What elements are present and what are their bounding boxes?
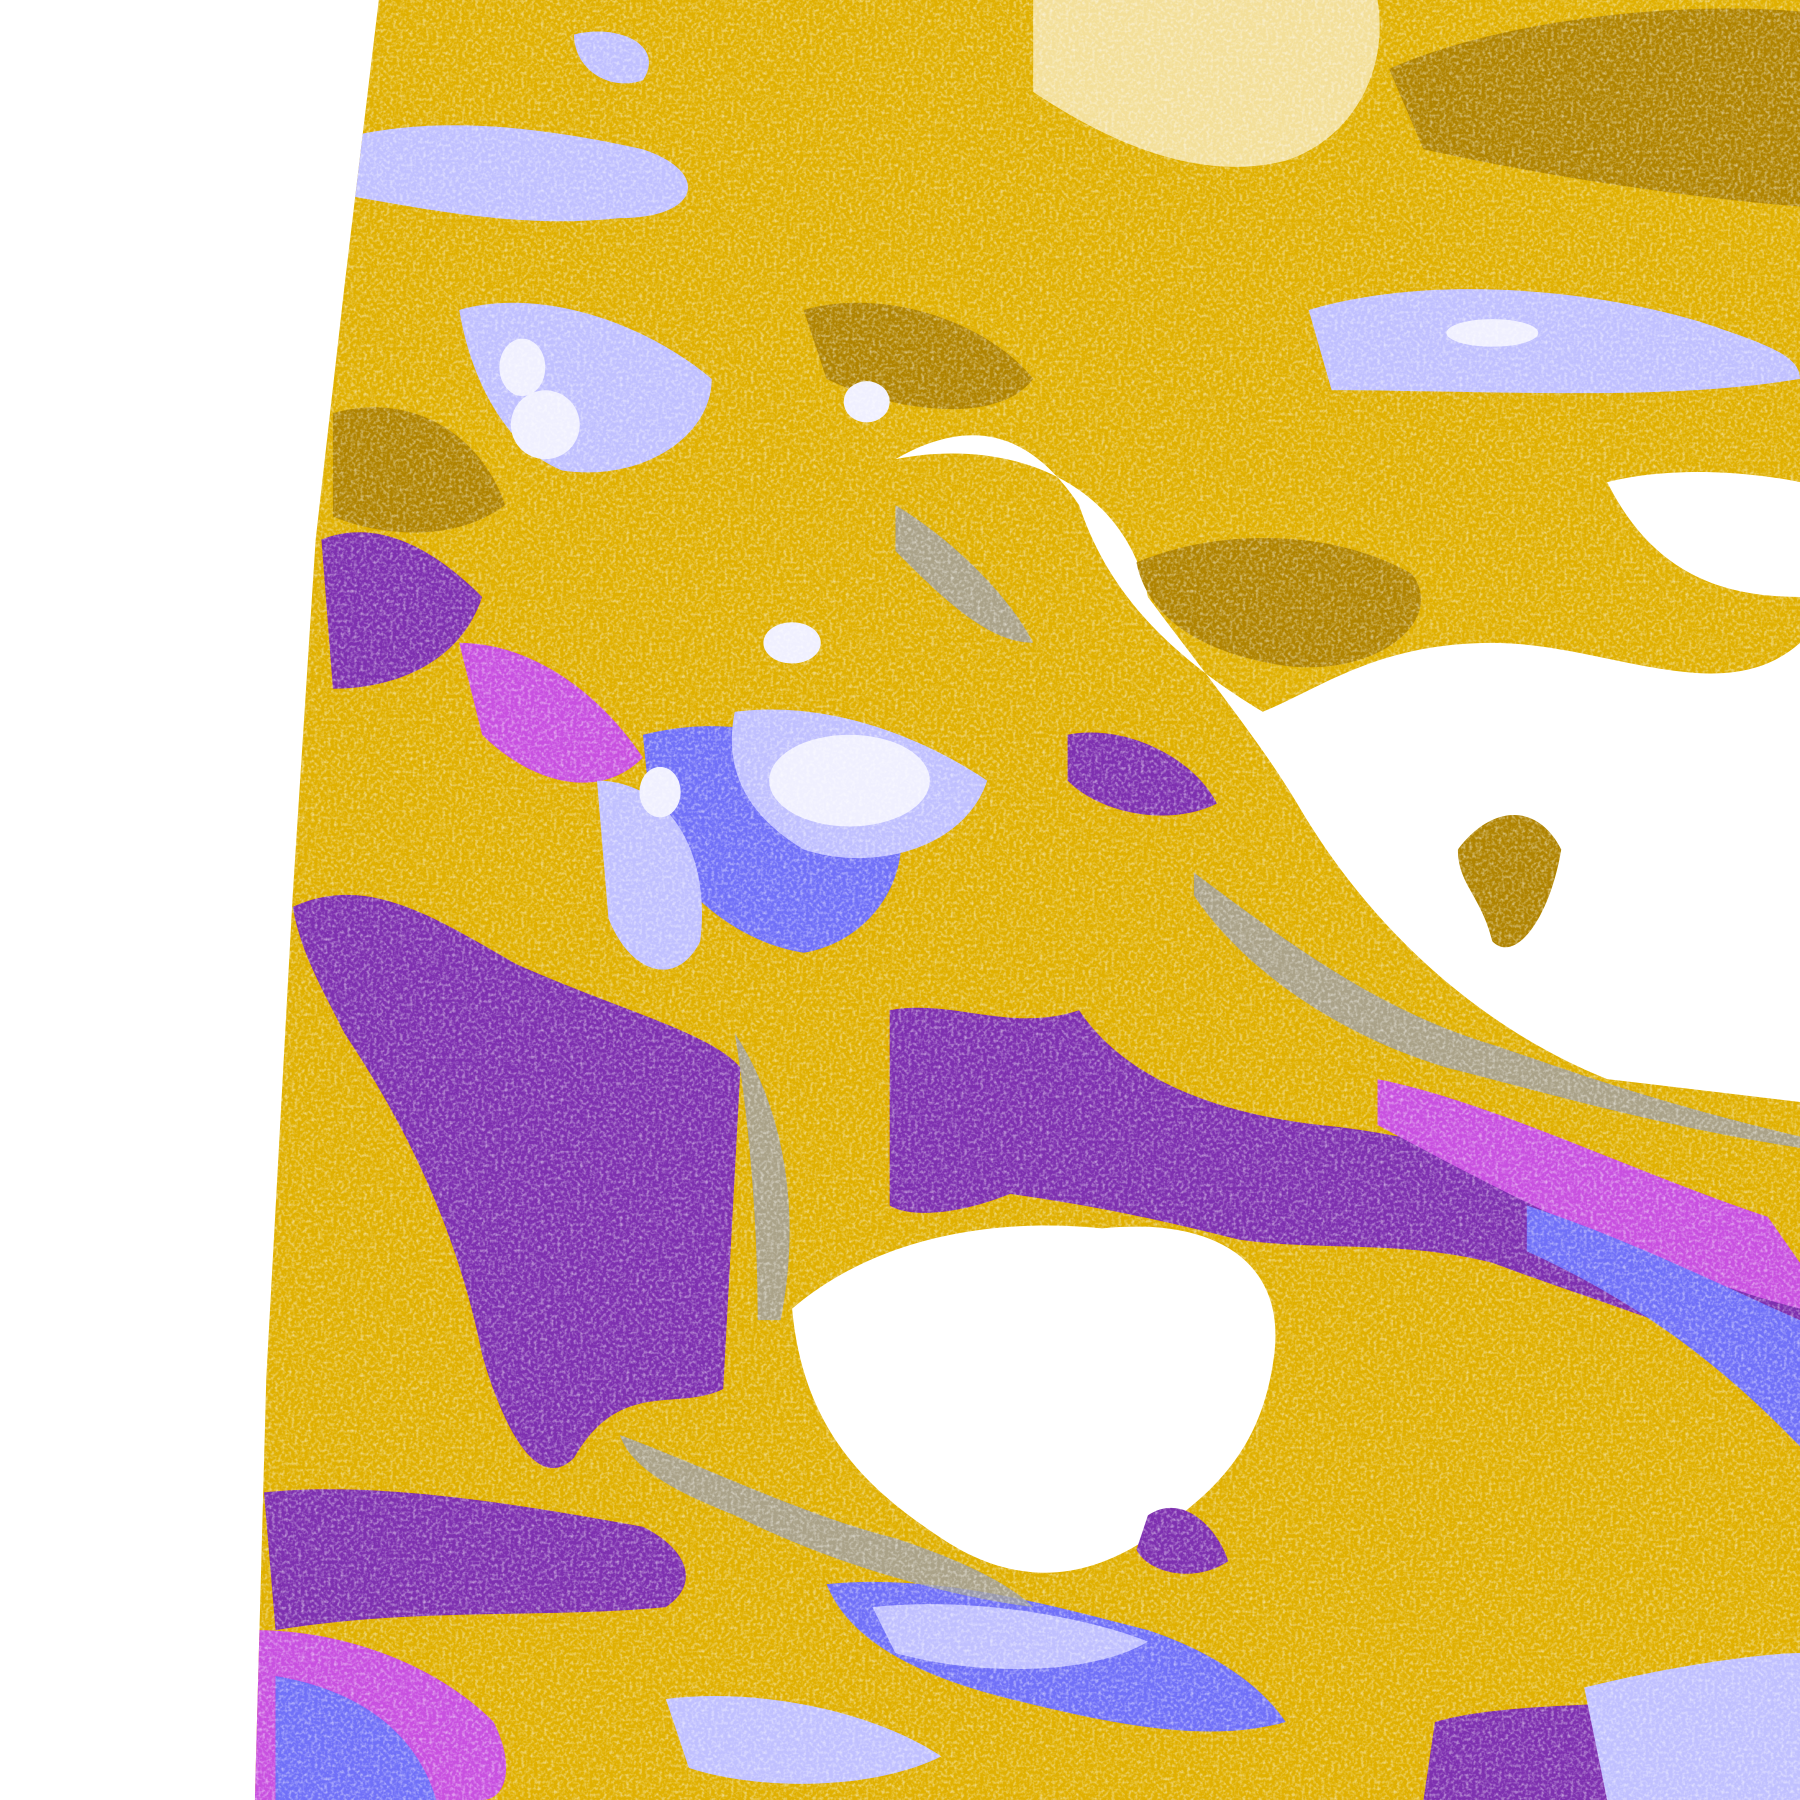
satellite-cloud-map xyxy=(254,0,1800,1800)
map-data-area xyxy=(254,0,1800,1800)
speckle-texture xyxy=(254,0,1800,1800)
